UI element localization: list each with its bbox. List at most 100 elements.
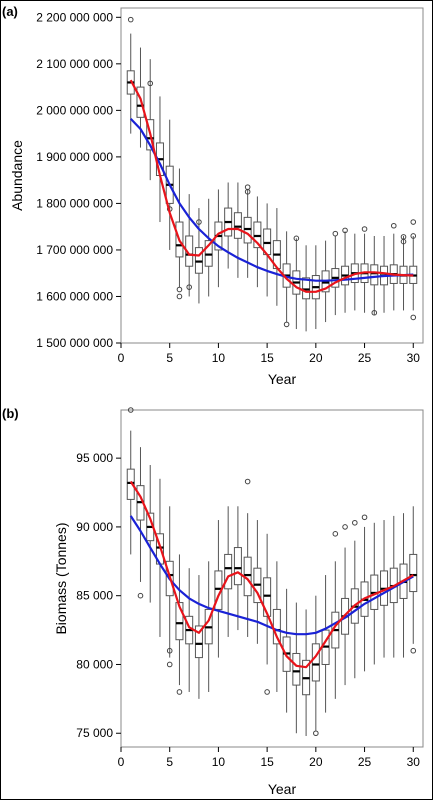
box-iqr (370, 264, 379, 286)
box-year-22 (331, 530, 340, 699)
box-year-7 (185, 568, 194, 692)
x-tick-label: 20 (309, 351, 323, 365)
box-year-6 (175, 554, 184, 695)
y-axis-label-b: Biomass (Tonnes) (53, 522, 69, 634)
box-year-12 (233, 506, 242, 631)
box-year-2 (136, 447, 145, 599)
outlier-point (166, 661, 173, 668)
y-tick-label: 1 800 000 000 (36, 196, 113, 210)
y-tick-label: 90 000 (76, 520, 113, 534)
outlier-point (244, 184, 251, 190)
box-year-18 (292, 602, 301, 734)
outlier-point (244, 188, 251, 195)
box-year-30 (409, 506, 418, 654)
y-axis-label-a: Abundance (9, 140, 25, 211)
box-year-17 (282, 231, 291, 328)
outlier-point (410, 647, 417, 654)
box-iqr (194, 247, 203, 274)
box-year-1 (126, 407, 135, 555)
box-year-18 (292, 235, 301, 330)
box-year-23 (341, 524, 350, 686)
outlier-point (390, 222, 397, 229)
outlier-point (352, 519, 358, 526)
smooth-line-red (129, 79, 414, 293)
outlier-point (410, 233, 417, 239)
y-tick-label: 95 000 (76, 451, 113, 465)
box-iqr (253, 221, 262, 249)
box-year-25 (360, 514, 369, 672)
y-tick-label: 75 000 (76, 726, 113, 740)
box-year-14 (253, 520, 262, 644)
box-year-15 (263, 533, 272, 695)
box-year-11 (224, 506, 233, 637)
x-tick-label: 0 (118, 755, 125, 769)
box-iqr (409, 553, 418, 593)
box-year-16 (272, 208, 281, 306)
box-year-7 (185, 194, 194, 297)
x-tick-label: 5 (166, 351, 173, 365)
outlier-point (313, 730, 319, 737)
box-year-3 (146, 59, 155, 181)
outlier-point (166, 647, 173, 654)
outlier-point (332, 530, 339, 537)
box-year-23 (341, 227, 350, 313)
smooth-line-blue (129, 117, 414, 282)
y-tick-label: 1 500 000 000 (36, 336, 113, 350)
box-year-20 (311, 595, 320, 737)
box-iqr (204, 240, 213, 267)
box-year-28 (389, 222, 398, 311)
box-iqr (126, 468, 135, 500)
box-year-9 (204, 561, 213, 692)
outlier-point (361, 514, 368, 521)
outlier-point (264, 689, 270, 695)
outlier-point (410, 314, 417, 321)
box-year-19 (302, 245, 311, 332)
y-tick-label: 1 900 000 000 (36, 150, 113, 164)
outlier-point (147, 80, 154, 87)
box-iqr (243, 216, 252, 244)
x-tick-label: 25 (358, 755, 372, 769)
outlier-point (293, 235, 300, 242)
box-year-22 (331, 230, 340, 316)
box-year-8 (194, 575, 203, 699)
box-year-24 (350, 233, 359, 311)
outlier-point (176, 293, 183, 300)
box-iqr (302, 277, 311, 300)
panel-b: (b) Biomass (Tonnes) Year 75 000 80 000 85… (2, 406, 424, 797)
box-iqr (175, 602, 184, 641)
box-year-15 (263, 203, 272, 297)
x-tick-label: 25 (358, 351, 372, 365)
box-year-1 (126, 16, 135, 134)
box-iqr (233, 547, 242, 586)
box-year-24 (350, 519, 359, 679)
outlier-point (400, 238, 407, 245)
box-year-29 (399, 234, 408, 311)
box-year-16 (272, 561, 281, 692)
outlier-point (371, 309, 378, 316)
x-tick-label: 10 (212, 351, 226, 365)
box-year-29 (399, 513, 408, 658)
outlier-point (342, 227, 348, 234)
x-tick-label: 10 (212, 755, 226, 769)
smooth-line-red (129, 480, 414, 669)
box-year-13 (243, 184, 252, 278)
box-year-3 (146, 465, 155, 603)
y-tick-label: 2 100 000 000 (36, 57, 113, 71)
y-tick-label: 2 000 000 000 (36, 103, 113, 117)
outlier-point (342, 524, 348, 530)
box-year-19 (302, 609, 311, 736)
x-tick-label: 5 (166, 755, 173, 769)
box-year-13 (243, 478, 252, 637)
x-tick-label: 20 (309, 755, 323, 769)
outlier-point (176, 689, 183, 695)
outlier-point (186, 284, 192, 290)
y-tick-label: 85 000 (76, 589, 113, 603)
box-iqr (194, 625, 203, 659)
box-year-25 (360, 226, 369, 313)
box-iqr (233, 212, 242, 239)
box-iqr (292, 652, 301, 686)
panel-label-b: (b) (2, 406, 19, 421)
x-tick-label: 0 (118, 351, 125, 365)
outlier-point (127, 16, 134, 23)
